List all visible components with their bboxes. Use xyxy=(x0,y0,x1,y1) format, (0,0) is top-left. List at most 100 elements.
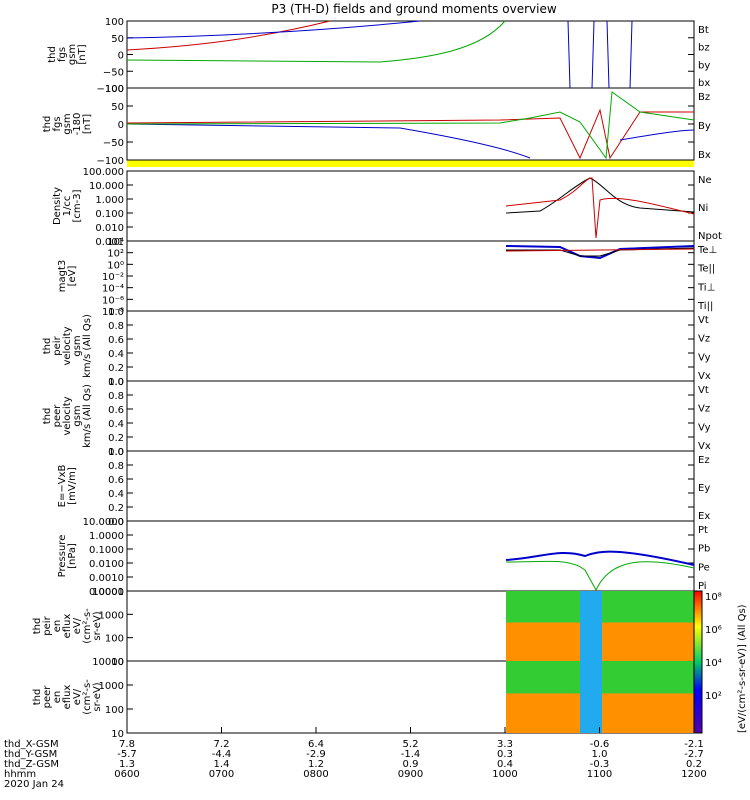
y-axis-label: magt3 [eV] xyxy=(57,260,78,293)
y-tick-label: −50 xyxy=(103,67,124,78)
colorbar-swatch xyxy=(693,590,703,734)
y-label-line: thd xyxy=(42,116,53,133)
axis-row-value: 7.2 xyxy=(214,739,230,750)
y-tick-label: 10000 xyxy=(92,657,124,668)
legend-entry: Ne xyxy=(698,175,712,186)
axis-row-value: -0.3 xyxy=(590,759,610,770)
y-tick-label: 0.2 xyxy=(108,433,124,444)
colorbar-tick: 10⁴ xyxy=(705,658,722,669)
axis-row-value: 1.3 xyxy=(119,759,135,770)
y-tick-label: 10000 xyxy=(92,587,124,598)
y-label-line: peir xyxy=(42,615,53,635)
legend-entry: Ez xyxy=(698,455,710,466)
legend-entry: Ti|| xyxy=(697,301,713,312)
y-label-line: [mV/m] xyxy=(67,467,78,505)
y-label-line: [nT] xyxy=(82,114,93,134)
y-tick-label: 0.001 xyxy=(95,237,124,248)
y-tick-label: 10 xyxy=(111,657,124,668)
y-label-line: velocity xyxy=(62,396,73,435)
legend-entry: Bt xyxy=(698,25,709,36)
y-axis-label: E=−VxB [mV/m] xyxy=(57,465,78,508)
legend-entry: Vx xyxy=(698,371,711,382)
axis-row-value: 1.0 xyxy=(592,749,608,760)
y-label-line: eV/ xyxy=(72,617,83,634)
y-tick-label: 1.000 xyxy=(95,195,124,206)
peir-spectrogram-gap-band xyxy=(580,591,602,661)
panel-density: 100.000 10.000 1.000 0.100 0.010 0.001 Density… xyxy=(52,167,722,248)
y-tick-label: 0.4 xyxy=(108,419,124,430)
y-tick-label: 0.0 xyxy=(108,447,124,458)
axis-row-value: -4.4 xyxy=(212,749,232,760)
y-label-line: sr-eV) xyxy=(92,682,103,711)
y-label-line: en xyxy=(52,691,63,704)
y-tick-label: 10⁻² xyxy=(102,272,124,283)
y-axis-label: thd peir en eflux eV/(cm²-s-sr-eV) xyxy=(32,608,103,644)
y-tick-label: 100 xyxy=(105,705,124,716)
y-tick-label: 10⁴ xyxy=(107,237,124,248)
panel-peir_vel: 1.0 0.8 0.6 0.4 0.2 0.0 thd peir velocity gsm km/s… xyxy=(42,307,711,388)
y-tick-label: 0.0 xyxy=(108,517,124,528)
legend-entry: Ti⊥ xyxy=(697,282,715,293)
y-tick-label: 1000 xyxy=(99,681,124,692)
y-label-line: gsm xyxy=(72,335,83,356)
legend-entry: By xyxy=(698,121,711,132)
series-bz-line xyxy=(126,20,331,51)
axis-row-label: thd_Y-GSM xyxy=(4,749,57,760)
y-label-line: en xyxy=(52,620,63,633)
axis-row-label: thd_Z-GSM xyxy=(4,759,59,770)
y-label-line: thd xyxy=(32,689,43,706)
legend-entry: Bz xyxy=(698,92,710,103)
legend-entry: Ex xyxy=(698,511,710,522)
y-label-line: sr-eV) xyxy=(92,611,103,640)
y-tick-label: 0.6 xyxy=(108,475,124,486)
axis-row-value: 5.2 xyxy=(403,739,419,750)
y-label-line: gsm xyxy=(72,405,83,426)
y-label-line: eflux xyxy=(62,685,73,710)
y-tick-label: 1.0000 xyxy=(89,531,124,542)
axis-row-value: 3.3 xyxy=(497,739,513,750)
colorbar-label-text: [eV/(cm²-s-sr-eV)] (All Qs) xyxy=(737,604,748,733)
legend-entry: Vy xyxy=(698,422,711,433)
y-label-line: (cm²-s- xyxy=(82,679,93,715)
y-tick-label: 10.000 xyxy=(89,181,124,192)
y-label-line: thd xyxy=(47,46,58,63)
date-label: 2020 Jan 24 xyxy=(4,779,64,790)
y-tick-label: 100 xyxy=(105,17,124,28)
series-by-line xyxy=(126,20,506,63)
colorbar-tick: 10⁸ xyxy=(705,592,722,603)
y-tick-label: 0.1000 xyxy=(89,545,124,556)
y-tick-label: 1.0 xyxy=(108,447,124,458)
y-axis-label: thd peer en eflux eV/(cm²-s-sr-eV) xyxy=(32,679,103,715)
y-tick-label: 0.2 xyxy=(108,363,124,374)
y-label-line: velocity xyxy=(62,326,73,365)
y-label-line: eflux xyxy=(62,614,73,639)
axis-row-value: 0.3 xyxy=(497,749,513,760)
y-tick-label: −50 xyxy=(103,138,124,149)
legend-entry: Te⊥ xyxy=(697,245,717,256)
colorbar-tick: 10⁶ xyxy=(705,625,722,636)
y-axis-label: thd peer velocity gsm km/s (All Qs) xyxy=(42,384,93,448)
y-label-line: Pressure xyxy=(57,535,68,578)
chart-title: P3 (TH-D) fields and ground moments over… xyxy=(271,2,556,16)
y-label-line: Density xyxy=(52,187,63,225)
axis-row-value: -2.7 xyxy=(684,749,704,760)
y-tick-label: 100 xyxy=(105,634,124,645)
y-tick-label: 100.000 xyxy=(83,167,124,178)
y-label-line: gsm xyxy=(67,44,78,65)
y-tick-label: 0.8 xyxy=(108,461,124,472)
axis-row-value: 0.2 xyxy=(686,759,702,770)
panel-frame xyxy=(126,450,695,522)
axis-row-value: 0800 xyxy=(303,769,328,780)
y-tick-label: 0.0010 xyxy=(89,573,124,584)
series-Te-perp-line xyxy=(505,248,695,252)
panel-peer_vel: 1.0 0.8 0.6 0.4 0.2 0.0 thd peer velocity gsm km/s… xyxy=(42,377,711,458)
axis-row-value: 0700 xyxy=(209,769,234,780)
series-Ti-line xyxy=(505,245,695,260)
y-tick-label: 0.6 xyxy=(108,405,124,416)
y-tick-label: 10⁻⁶ xyxy=(102,295,124,306)
series-bx-spikes xyxy=(567,20,633,89)
legend-entry: Vy xyxy=(698,352,711,363)
axis-row-value: 1.2 xyxy=(308,759,324,770)
y-label-line: [cm-3] xyxy=(72,189,83,222)
y-label-line: km/s (All Qs) xyxy=(82,384,93,448)
